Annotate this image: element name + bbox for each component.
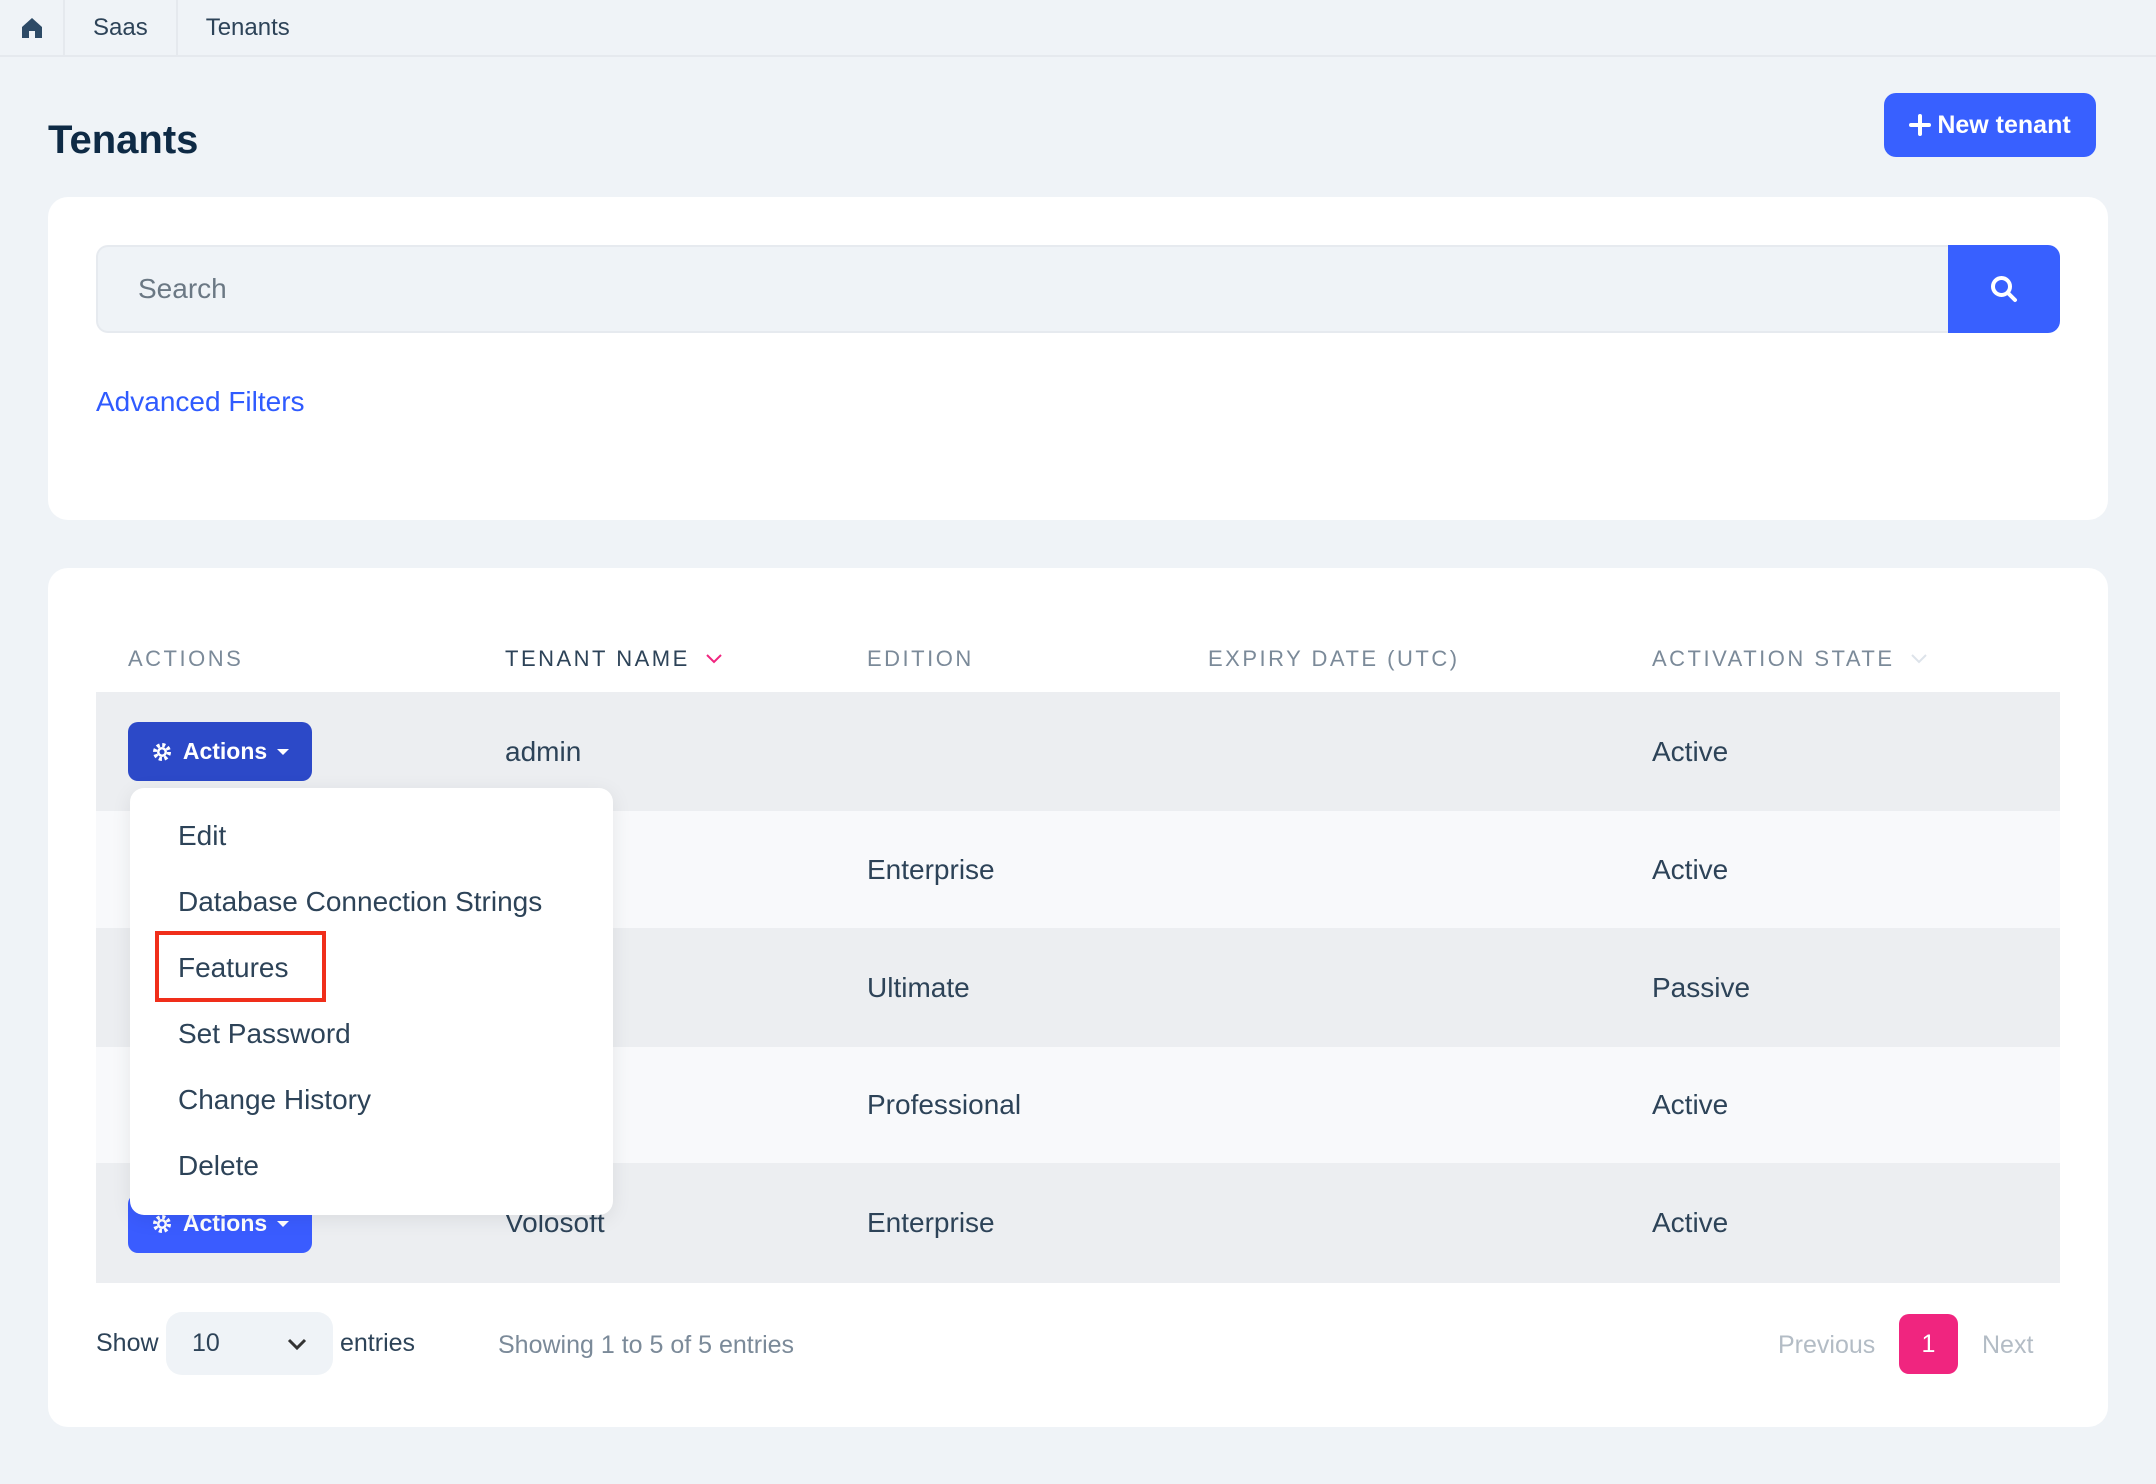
menu-item-change-history[interactable]: Change History [178, 1084, 371, 1115]
column-label: TENANT NAME [505, 646, 690, 671]
search-icon [1991, 276, 2017, 302]
actions-label: Actions [182, 738, 268, 764]
gear-icon [152, 1214, 171, 1233]
column-expiry-date[interactable]: EXPIRY DATE (UTC) [1208, 646, 1460, 671]
menu-item-features[interactable]: Features [178, 952, 289, 983]
menu-item-edit[interactable]: Edit [178, 820, 227, 851]
search-input[interactable]: Search [96, 245, 1948, 333]
column-actions: ACTIONS [128, 646, 244, 671]
breadcrumb: Saas Tenants [0, 0, 2156, 57]
home-icon [21, 17, 42, 38]
table-info: Showing 1 to 5 of 5 entries [498, 1331, 795, 1359]
table-row: Actions admin Active [96, 692, 2060, 811]
column-label: ACTIVATION STATE [1652, 646, 1895, 671]
caret-down-icon [277, 748, 290, 755]
advanced-filters-link[interactable]: Advanced Filters [96, 386, 305, 417]
chevron-down-icon [287, 1338, 307, 1350]
sort-desc-icon [706, 654, 722, 664]
activation-state: Active [1652, 1089, 1729, 1120]
activation-state: Active [1652, 1207, 1729, 1238]
actions-button[interactable]: Actions [128, 722, 312, 781]
tenant-name: admin [505, 735, 582, 767]
menu-item-database-connection-strings[interactable]: Database Connection Strings [178, 886, 543, 917]
plus-icon [1909, 114, 1932, 136]
breadcrumb-saas[interactable]: Saas [65, 0, 178, 56]
new-tenant-button[interactable]: New tenant [1884, 93, 2096, 157]
edition: Enterprise [867, 1207, 995, 1238]
sort-icon [1910, 654, 1927, 664]
gear-icon [152, 742, 171, 761]
search-button[interactable] [1948, 245, 2060, 333]
edition: Enterprise [867, 853, 995, 885]
search-placeholder: Search [138, 273, 227, 304]
previous-button[interactable]: Previous [1778, 1331, 1876, 1359]
entries-label: entries [340, 1329, 416, 1357]
menu-item-set-password[interactable]: Set Password [178, 1018, 351, 1049]
page-1-button[interactable]: 1 [1899, 1314, 1958, 1374]
column-tenant-name[interactable]: TENANT NAME [505, 646, 722, 672]
edition: Professional [867, 1089, 1022, 1120]
breadcrumb-tenants: Tenants [205, 13, 290, 41]
caret-down-icon [277, 1220, 290, 1227]
highlight-box [155, 931, 326, 1002]
activation-state: Passive [1652, 971, 1751, 1003]
edition: Ultimate [867, 971, 970, 1003]
page-size-select[interactable]: 10 [166, 1312, 333, 1375]
page-title: Tenants [48, 118, 199, 162]
home-link[interactable] [0, 0, 65, 56]
column-edition[interactable]: EDITION [867, 646, 974, 671]
table-row: Actions Volosoft Enterprise Active [96, 1163, 2060, 1283]
activation-state: Active [1652, 853, 1729, 885]
page-size-value: 10 [192, 1329, 220, 1357]
column-activation-state[interactable]: ACTIVATION STATE [1652, 646, 1927, 672]
activation-state: Active [1652, 735, 1729, 767]
menu-item-delete[interactable]: Delete [178, 1150, 259, 1181]
next-button[interactable]: Next [1982, 1331, 2034, 1359]
show-label: Show [96, 1329, 159, 1357]
new-tenant-label: New tenant [1937, 110, 2071, 139]
